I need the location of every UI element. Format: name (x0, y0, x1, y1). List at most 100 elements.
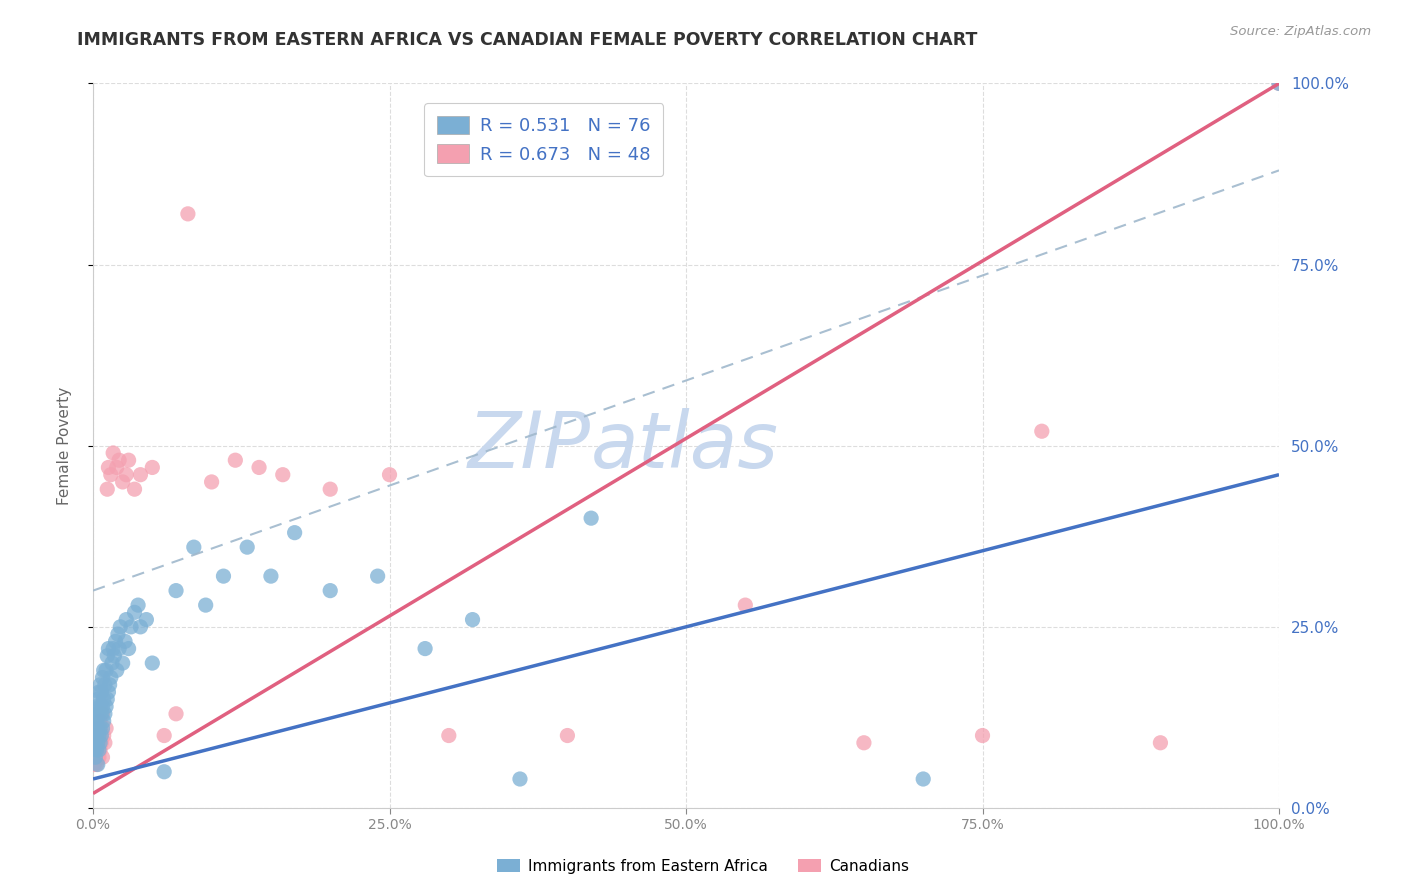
Point (94, 706, 117, 721)
Point (108, 641, 131, 656)
Point (94, 699, 117, 714)
Point (87, 750, 110, 764)
Legend: R = 0.531   N = 76, R = 0.673   N = 48: R = 0.531 N = 76, R = 0.673 N = 48 (425, 103, 664, 177)
Point (94, 663, 117, 677)
Point (129, 467, 152, 482)
Point (90, 729, 112, 743)
Point (101, 656, 124, 670)
Point (97, 641, 120, 656)
Point (86, 729, 108, 743)
Point (87, 729, 110, 743)
Point (84, 750, 107, 764)
Point (91, 750, 114, 764)
Point (94, 678, 117, 692)
Point (87, 736, 110, 750)
Point (86, 699, 108, 714)
Point (319, 482, 342, 496)
Point (108, 453, 131, 467)
Point (87, 721, 110, 735)
Point (165, 706, 187, 721)
Point (98, 678, 121, 692)
Point (90, 706, 112, 721)
Point (236, 540, 259, 554)
Point (183, 540, 205, 554)
Point (153, 764, 176, 779)
Point (96, 482, 118, 496)
Text: ZIP: ZIP (468, 408, 591, 483)
Point (105, 460, 128, 475)
Point (87, 743, 110, 757)
Point (734, 598, 756, 612)
Point (87, 736, 110, 750)
Point (83, 757, 105, 772)
Point (284, 525, 307, 540)
Point (93, 692, 115, 706)
Point (87, 685, 110, 699)
Point (83, 743, 105, 757)
Point (247, 460, 270, 475)
Point (96, 692, 118, 706)
Point (378, 467, 401, 482)
Point (271, 467, 294, 482)
Point (91, 721, 114, 735)
Point (557, 729, 579, 743)
Point (115, 467, 138, 482)
Point (110, 620, 132, 634)
Point (94, 736, 117, 750)
Point (90, 736, 112, 750)
Point (437, 729, 460, 743)
Point (201, 475, 224, 489)
Text: Source: ZipAtlas.com: Source: ZipAtlas.com (1230, 25, 1371, 38)
Point (1149, 736, 1171, 750)
Point (127, 598, 149, 612)
Point (86, 714, 108, 728)
Point (114, 634, 136, 648)
Point (90, 685, 112, 699)
Point (84, 736, 107, 750)
Point (89, 678, 111, 692)
Point (91, 699, 114, 714)
Point (83, 729, 105, 743)
Point (319, 583, 342, 598)
Point (117, 641, 139, 656)
Text: atlas: atlas (591, 408, 779, 483)
Point (93, 729, 115, 743)
Text: IMMIGRANTS FROM EASTERN AFRICA VS CANADIAN FEMALE POVERTY CORRELATION CHART: IMMIGRANTS FROM EASTERN AFRICA VS CANADI… (77, 31, 977, 49)
Point (912, 772, 935, 786)
Point (579, 511, 602, 525)
Point (135, 613, 157, 627)
Point (103, 648, 125, 663)
Point (86, 743, 108, 757)
Point (84, 706, 107, 721)
Point (97, 685, 120, 699)
Point (89, 699, 111, 714)
Point (87, 757, 110, 772)
Point (120, 620, 142, 634)
Point (111, 475, 134, 489)
Point (96, 648, 118, 663)
Point (194, 598, 217, 612)
Point (101, 641, 124, 656)
Point (83, 743, 105, 757)
Point (94, 721, 117, 735)
Point (177, 207, 200, 221)
Point (153, 729, 176, 743)
Point (97, 460, 120, 475)
Point (509, 772, 531, 786)
Point (86, 743, 108, 757)
Point (972, 729, 994, 743)
Point (104, 634, 127, 648)
Point (91, 706, 114, 721)
Point (129, 620, 152, 634)
Point (124, 482, 146, 496)
Point (117, 453, 139, 467)
Point (93, 663, 115, 677)
Point (87, 721, 110, 735)
Point (1268, 77, 1291, 91)
Point (87, 706, 110, 721)
Point (461, 613, 484, 627)
Legend: Immigrants from Eastern Africa, Canadians: Immigrants from Eastern Africa, Canadian… (491, 853, 915, 880)
Point (852, 736, 875, 750)
Point (100, 671, 122, 685)
Point (89, 714, 111, 728)
